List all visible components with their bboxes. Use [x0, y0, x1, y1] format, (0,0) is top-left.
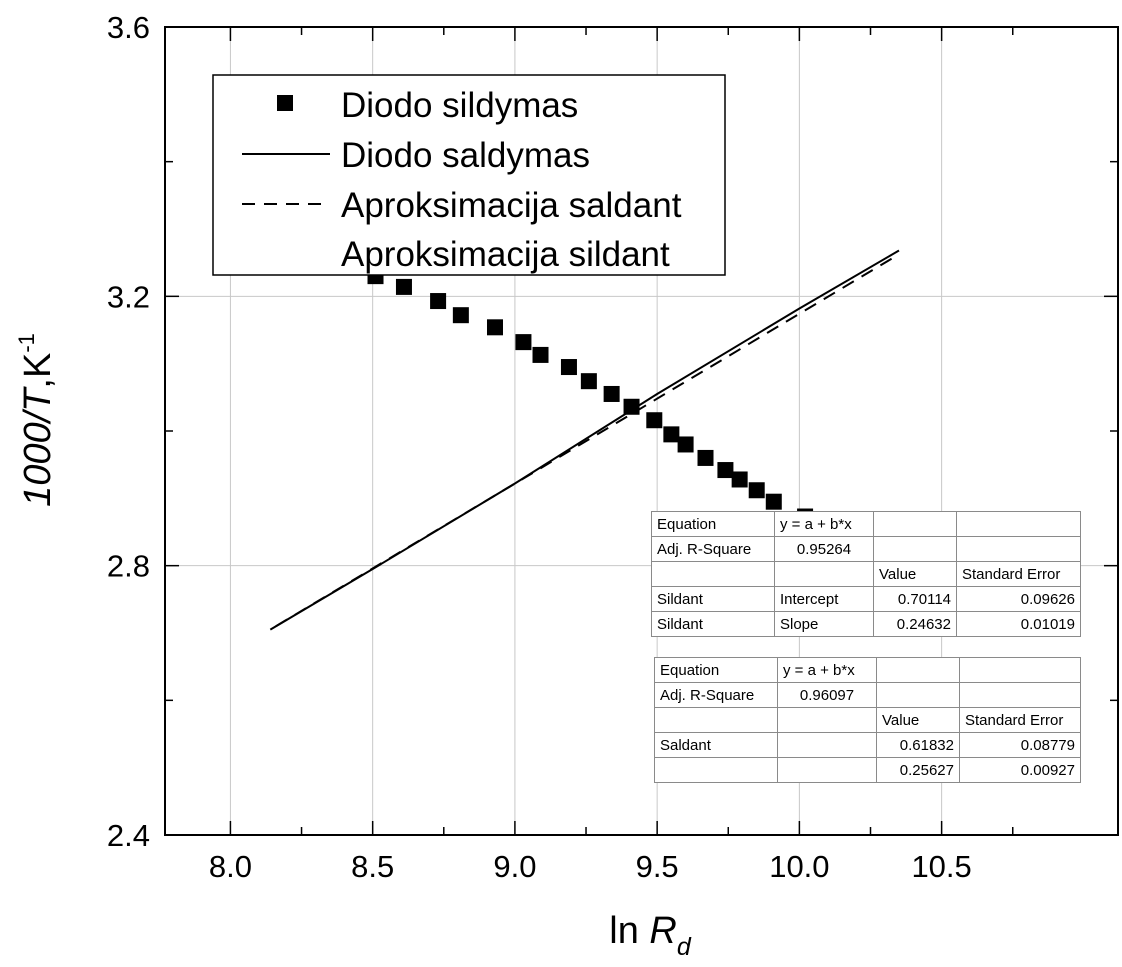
table-cell: Slope — [774, 611, 874, 637]
x-tick-labels: 8.0 8.5 9.0 9.5 10.0 10.5 — [209, 849, 972, 884]
legend-label-1: Diodo saldymas — [341, 136, 590, 175]
data-point-sildymas — [532, 346, 549, 363]
y-tick-label: 2.4 — [107, 818, 150, 853]
x-tick-label: 8.5 — [351, 849, 394, 884]
legend-marker-square — [277, 95, 293, 111]
table-cell: Sildant — [651, 611, 775, 637]
data-point-sildymas — [430, 293, 447, 310]
table-cell — [956, 511, 1081, 537]
data-point-sildymas — [452, 307, 469, 324]
x-tick-label: 10.5 — [911, 849, 971, 884]
table-cell: Adj. R-Square — [654, 682, 778, 708]
table-cell: Standard Error — [956, 561, 1081, 587]
legend-label-2: Aproksimacija saldant — [341, 186, 682, 225]
table-cell — [959, 657, 1081, 683]
data-point-sildymas — [697, 449, 714, 466]
table-cell — [873, 511, 957, 537]
table-row: Sildant Slope 0.24632 0.01019 — [651, 611, 1081, 637]
y-tick-label: 2.8 — [107, 549, 150, 584]
table-cell: Standard Error — [959, 707, 1081, 733]
table-cell: Equation — [651, 511, 775, 537]
table-cell: Intercept — [774, 586, 874, 612]
y-axis-title: 1000/T,K-1 — [14, 333, 59, 507]
legend: Diodo sildymas Diodo saldymas Aproksimac… — [212, 74, 726, 276]
data-point-sildymas — [731, 471, 748, 488]
table-cell: 0.24632 — [873, 611, 957, 637]
table-cell — [777, 732, 877, 758]
fit-table-sildant: Equation y = a + b*x Adj. R-Square 0.952… — [651, 511, 1081, 637]
x-axis-title: ln Rd — [609, 910, 692, 961]
data-point-sildymas — [603, 385, 620, 402]
table-cell: y = a + b*x — [777, 657, 877, 683]
y-tick-label: 3.6 — [107, 10, 150, 45]
table-cell — [651, 561, 775, 587]
table-row: Equation y = a + b*x — [654, 657, 1081, 683]
table-cell — [876, 682, 960, 708]
series-line-aproksimacija-saldant — [275, 253, 900, 628]
y-axis-sup: -1 — [14, 333, 39, 353]
table-cell: 0.61832 — [876, 732, 960, 758]
data-point-sildymas — [748, 482, 765, 499]
table-cell — [777, 707, 877, 733]
x-axis-sub: d — [677, 933, 692, 961]
data-point-sildymas — [515, 334, 532, 351]
data-point-sildymas — [646, 412, 663, 429]
table-cell — [873, 536, 957, 562]
y-axis-main: 1000/T — [17, 386, 59, 507]
table-cell: Sildant — [651, 586, 775, 612]
x-tick-label: 9.0 — [493, 849, 536, 884]
table-cell — [959, 682, 1081, 708]
table-cell: Value — [876, 707, 960, 733]
table-row: Saldant 0.61832 0.08779 — [654, 732, 1081, 758]
fit-table-saldant: Equation y = a + b*x Adj. R-Square 0.960… — [654, 657, 1081, 783]
x-tick-label: 8.0 — [209, 849, 252, 884]
table-cell: 0.95264 — [774, 536, 874, 562]
table-cell: y = a + b*x — [774, 511, 874, 537]
table-row: Value Standard Error — [651, 561, 1081, 587]
data-point-sildymas — [663, 426, 680, 443]
table-cell — [774, 561, 874, 587]
table-cell: Value — [873, 561, 957, 587]
table-row: Equation y = a + b*x — [651, 511, 1081, 537]
table-row: Adj. R-Square 0.95264 — [651, 536, 1081, 562]
table-cell: 0.08779 — [959, 732, 1081, 758]
table-cell: Saldant — [654, 732, 778, 758]
x-tick-label: 10.0 — [769, 849, 829, 884]
table-cell — [777, 757, 877, 783]
table-cell — [876, 657, 960, 683]
table-cell — [654, 757, 778, 783]
x-tick-label: 9.5 — [636, 849, 679, 884]
table-cell: 0.96097 — [777, 682, 877, 708]
table-cell: 0.70114 — [873, 586, 957, 612]
table-cell: 0.25627 — [876, 757, 960, 783]
data-point-sildymas — [395, 278, 412, 295]
data-point-sildymas — [717, 462, 734, 479]
table-row: Adj. R-Square 0.96097 — [654, 682, 1081, 708]
y-axis-unit: ,K — [17, 353, 59, 389]
table-cell — [654, 707, 778, 733]
table-row: Sildant Intercept 0.70114 0.09626 — [651, 586, 1081, 612]
table-cell — [956, 536, 1081, 562]
table-cell: Adj. R-Square — [651, 536, 775, 562]
table-cell: Equation — [654, 657, 778, 683]
plot-frame — [164, 26, 1119, 836]
table-cell: 0.01019 — [956, 611, 1081, 637]
y-tick-label: 3.2 — [107, 279, 150, 314]
table-cell: 0.09626 — [956, 586, 1081, 612]
data-point-sildymas — [560, 359, 577, 376]
legend-label-3: Aproksimacija sildant — [341, 235, 670, 274]
data-point-sildymas — [486, 319, 503, 336]
data-point-sildymas — [677, 436, 694, 453]
legend-box — [212, 74, 726, 276]
x-axis-var: R — [649, 910, 676, 952]
table-row: Value Standard Error — [654, 707, 1081, 733]
y-tick-labels: 2.4 2.8 3.2 3.6 — [107, 10, 150, 853]
data-point-sildymas — [765, 493, 782, 510]
x-axis-prefix: ln — [609, 910, 639, 952]
data-point-sildymas — [580, 373, 597, 390]
legend-label-0: Diodo sildymas — [341, 86, 578, 125]
table-cell: 0.00927 — [959, 757, 1081, 783]
table-row: 0.25627 0.00927 — [654, 757, 1081, 783]
